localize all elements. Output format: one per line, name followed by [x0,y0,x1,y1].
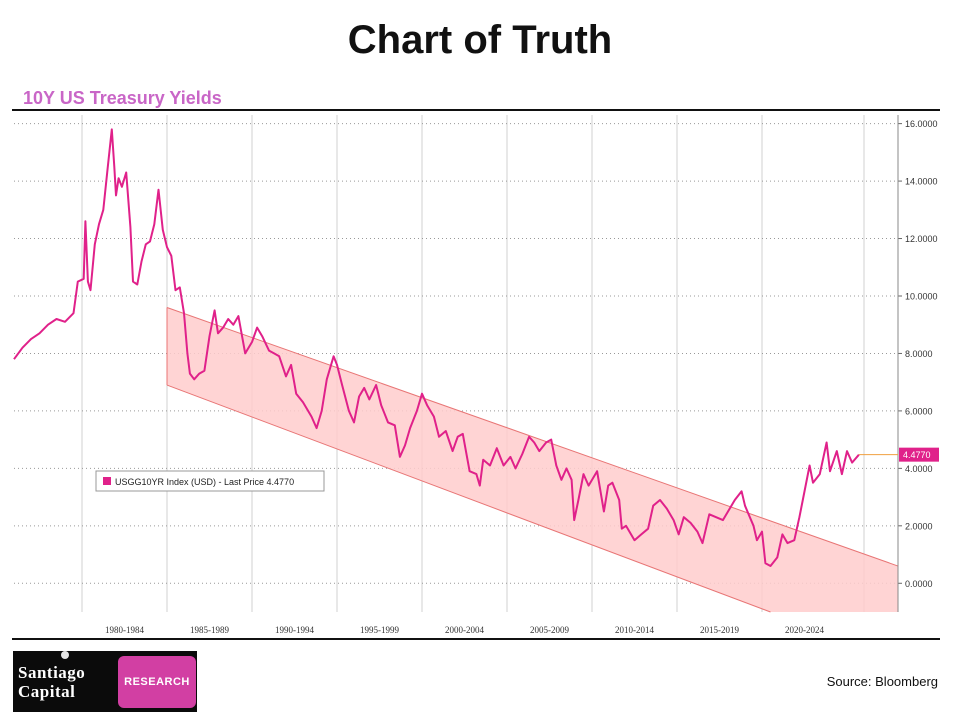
chart-title: 10Y US Treasury Yields [23,88,222,108]
y-tick-label: 2.0000 [905,521,933,531]
crest-icon [61,650,69,659]
yield-series-line [13,128,860,567]
y-tick-label: 14.0000 [905,177,938,187]
company-logo: Santiago Capital RESEARCH [13,650,197,712]
x-tick-label: 1985-1989 [190,625,229,635]
chart-legend: USGG10YR Index (USD) - Last Price 4.4770 [95,470,325,492]
source-note: Source: Bloomberg [826,674,938,689]
y-tick-label: 12.0000 [905,234,938,244]
y-tick-label: 4.0000 [905,464,933,474]
y-tick-label: 10.0000 [905,291,938,301]
logo-line-1: Santiago [18,662,86,682]
last-price-tag [899,447,939,462]
legend-box [95,470,325,492]
x-tick-label: 1980-1984 [105,625,144,635]
last-price-label: 4.4770 [903,450,931,460]
x-tick-label: 2010-2014 [615,625,654,635]
x-tick-label: 2015-2019 [700,625,739,635]
legend-label: USGG10YR Index (USD) - Last Price 4.4770 [115,477,294,487]
x-tick-label: 2000-2004 [445,625,484,635]
logo-research-tag: RESEARCH [118,655,196,708]
y-tick-label: 6.0000 [905,406,933,416]
axis-labels: 16.0000 14.0000 12.0000 10.0000 8.0000 6.0000… [105,115,939,635]
page-title: Chart of Truth [347,18,613,62]
x-tick-label: 2005-2009 [530,625,569,635]
y-tick-label: 16.0000 [905,119,938,129]
x-tick-label: 1990-1994 [275,625,314,635]
channel-fill [167,307,898,612]
channel-upper-line [166,307,899,567]
legend-swatch [103,477,111,485]
yield-line-layer [13,128,860,567]
logo-line-2: Capital [18,681,76,701]
bottom-rule [12,638,940,640]
y-tick-label: 8.0000 [905,349,933,359]
y-tick-label: 0.0000 [905,579,933,589]
x-tick-label: 1995-1999 [360,625,399,635]
channel-band [166,307,899,613]
channel-lower-line [166,384,771,613]
top-rule [12,109,940,111]
x-tick-label: 2020-2024 [785,625,824,635]
